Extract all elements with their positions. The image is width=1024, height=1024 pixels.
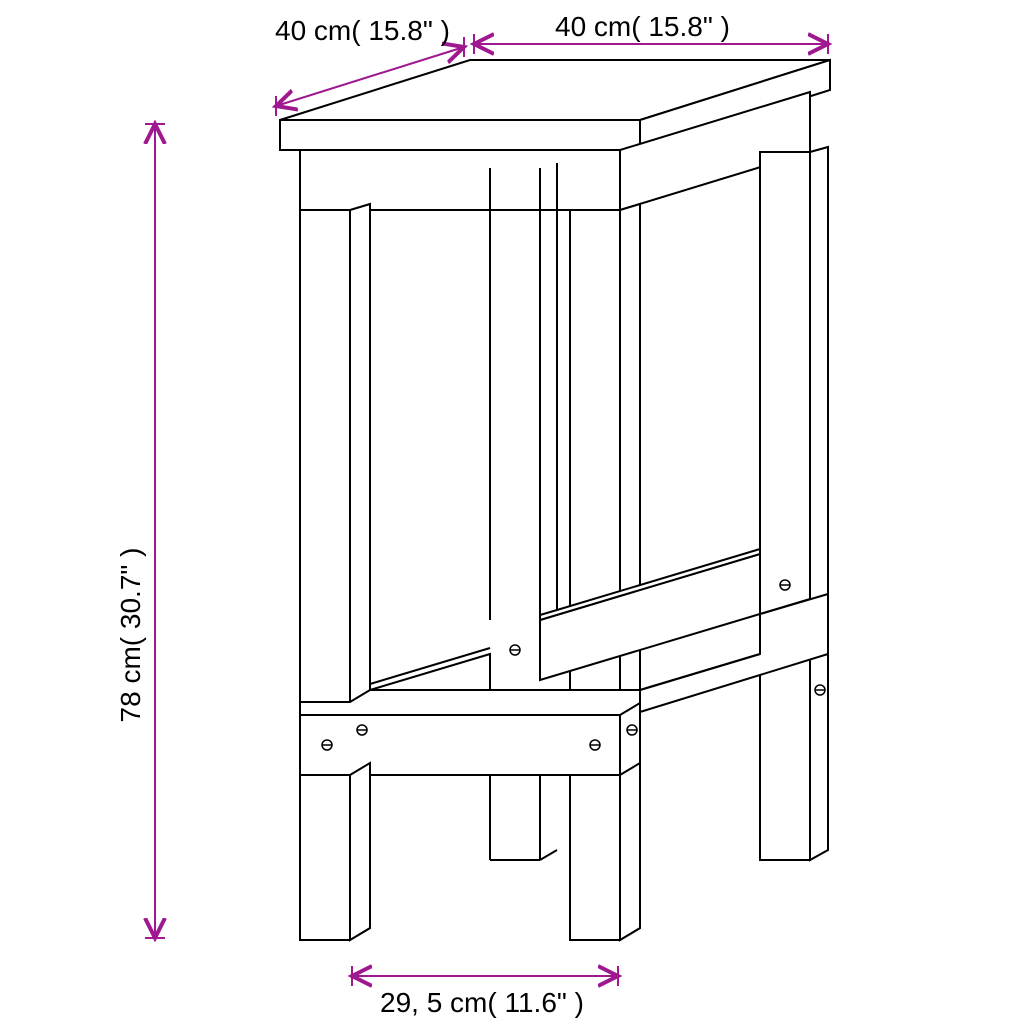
leg-front-left-lower [300,775,350,940]
dim-label-width: 40 cm( 15.8" ) [555,11,730,42]
stool-drawing [280,60,830,940]
leg-back-right-side [810,147,828,860]
leg-front-right-lower-side [620,763,640,940]
leg-back-right [760,152,810,860]
leg-front-left-lower-side [350,763,370,940]
dim-label-height: 78 cm( 30.7" ) [115,548,146,723]
dim-label-depth: 40 cm( 15.8" ) [275,15,450,46]
dimension-diagram: 40 cm( 15.8" ) 40 cm( 15.8" ) 78 cm( 30.… [0,0,1024,1024]
stretcher-front [300,715,620,775]
seat-front-edge [280,120,640,150]
apron-front [300,150,620,210]
dim-label-base: 29, 5 cm( 11.6" ) [380,987,584,1018]
leg-front-right-lower [570,775,620,940]
